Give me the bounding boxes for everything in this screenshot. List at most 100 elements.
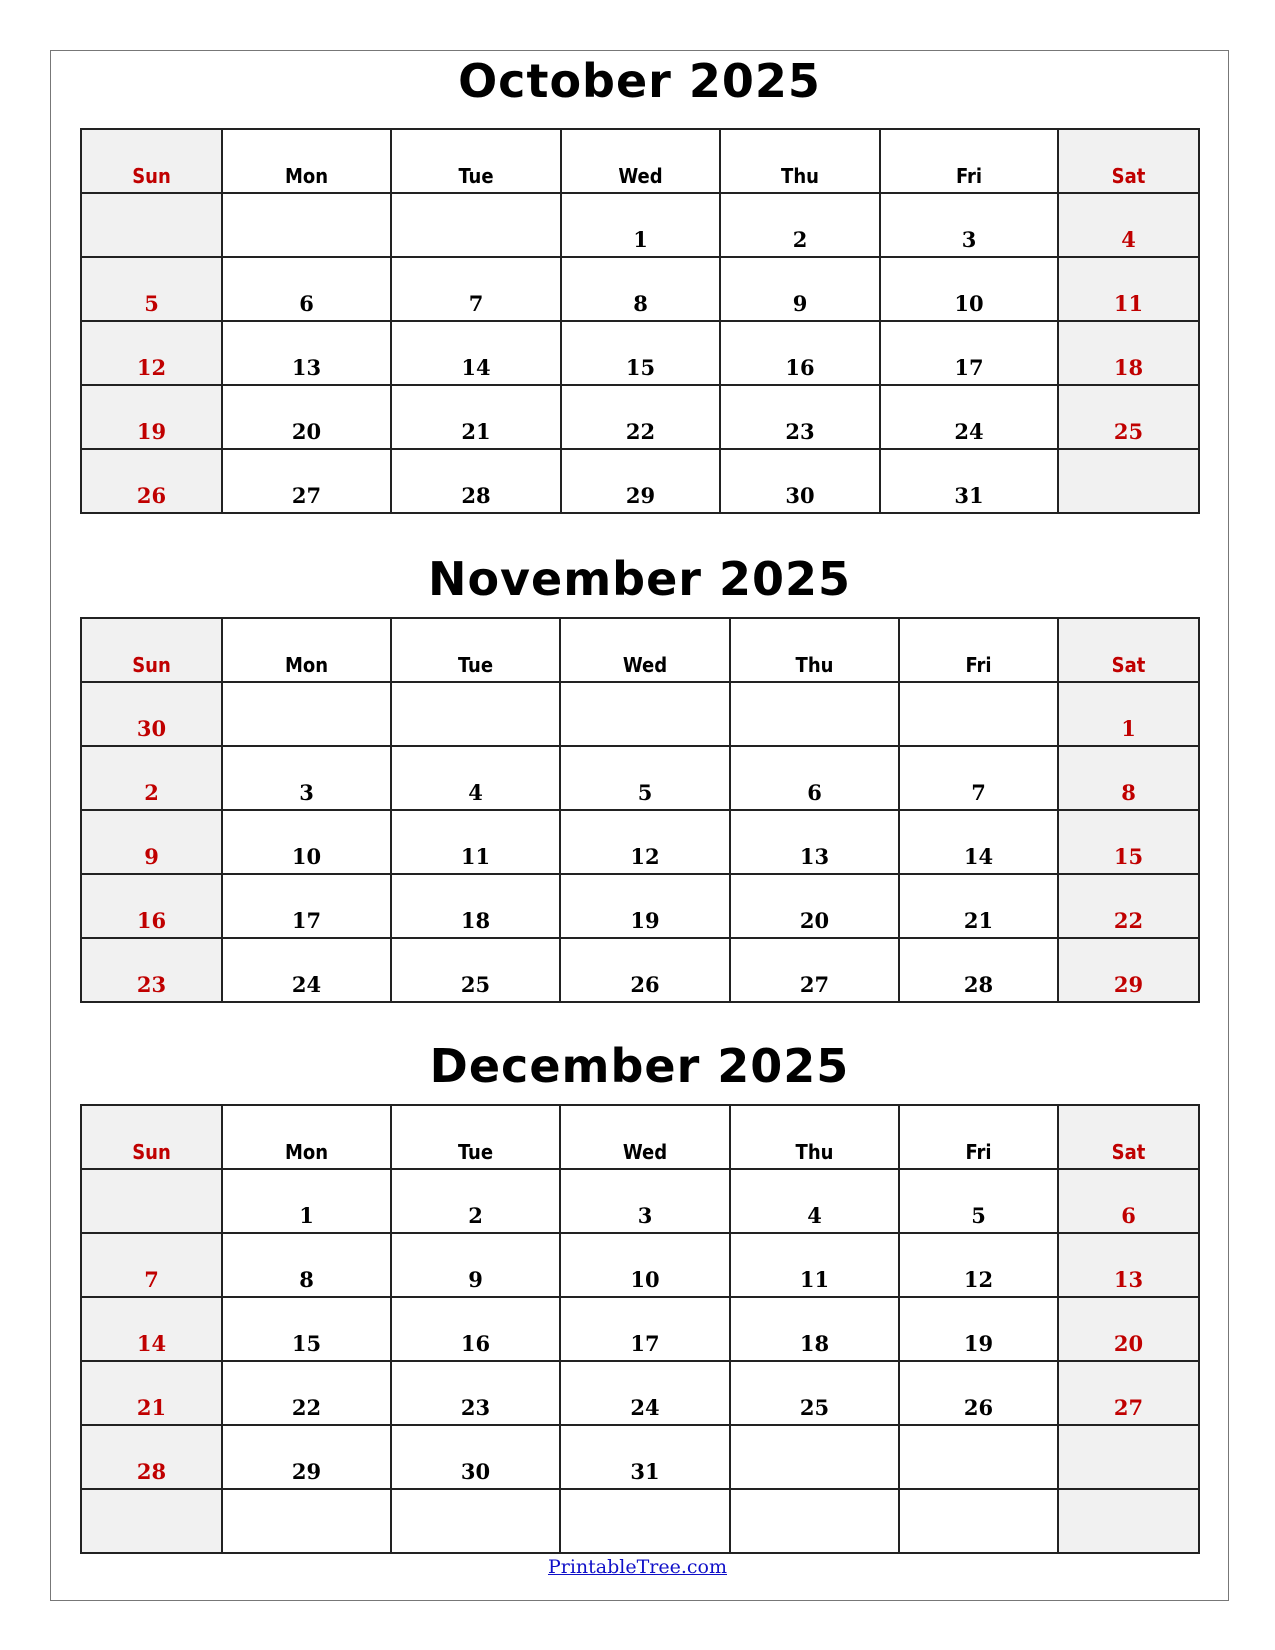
day-cell: 6 xyxy=(1057,1168,1200,1234)
weekday-thu: Thu xyxy=(729,1104,900,1170)
week-row: 19 20 21 22 23 24 25 xyxy=(80,384,1200,450)
day-cell xyxy=(80,192,223,258)
weekday-tue: Tue xyxy=(390,617,561,683)
day-cell: 18 xyxy=(1057,320,1200,386)
day-cell xyxy=(390,192,562,258)
day-cell: 17 xyxy=(559,1296,731,1362)
weekday-fri: Fri xyxy=(898,617,1059,683)
weekday-sun: Sun xyxy=(80,617,223,683)
day-cell: 13 xyxy=(1057,1232,1200,1298)
day-cell: 1 xyxy=(221,1168,392,1234)
day-cell xyxy=(729,1424,900,1490)
day-cell: 9 xyxy=(719,256,881,322)
day-cell: 27 xyxy=(1057,1360,1200,1426)
day-cell xyxy=(221,192,392,258)
day-cell: 21 xyxy=(898,873,1059,939)
day-cell: 13 xyxy=(221,320,392,386)
day-cell xyxy=(898,1424,1059,1490)
calendar-grid: Sun Mon Tue Wed Thu Fri Sat 30 1 2 3 4 5 6 7 8 9 10 11 12 13… xyxy=(80,617,1200,1003)
week-row: 12 13 14 15 16 17 18 xyxy=(80,320,1200,386)
weekday-sun: Sun xyxy=(80,128,223,194)
day-cell: 22 xyxy=(1057,873,1200,939)
day-cell: 3 xyxy=(559,1168,731,1234)
day-cell: 1 xyxy=(1057,681,1200,747)
day-cell: 23 xyxy=(719,384,881,450)
printabletree-link[interactable]: PrintableTree.com xyxy=(547,1556,727,1578)
day-cell: 15 xyxy=(560,320,721,386)
day-cell: 16 xyxy=(390,1296,561,1362)
day-cell: 11 xyxy=(390,809,561,875)
day-cell: 24 xyxy=(221,937,392,1003)
month-title: October 2025 xyxy=(458,54,821,108)
day-cell: 30 xyxy=(719,448,881,514)
day-cell: 6 xyxy=(221,256,392,322)
day-cell: 31 xyxy=(879,448,1059,514)
calendar-grid: Sun Mon Tue Wed Thu Fri Sat 1 2 3 4 5 6 7 8 9 10 11 12 13 14… xyxy=(80,128,1200,514)
day-cell: 27 xyxy=(729,937,900,1003)
day-cell xyxy=(390,1488,561,1554)
day-cell xyxy=(559,681,731,747)
weekday-tue: Tue xyxy=(390,1104,561,1170)
day-cell: 14 xyxy=(80,1296,223,1362)
day-cell: 20 xyxy=(1057,1296,1200,1362)
week-row: 5 6 7 8 9 10 11 xyxy=(80,256,1200,322)
weekday-fri: Fri xyxy=(898,1104,1059,1170)
day-cell: 11 xyxy=(729,1232,900,1298)
day-cell: 8 xyxy=(221,1232,392,1298)
day-cell: 2 xyxy=(390,1168,561,1234)
day-cell xyxy=(898,1488,1059,1554)
day-cell: 25 xyxy=(729,1360,900,1426)
day-cell: 14 xyxy=(390,320,562,386)
week-row: 7 8 9 10 11 12 13 xyxy=(80,1232,1200,1298)
day-cell: 17 xyxy=(221,873,392,939)
page-border xyxy=(50,50,1229,1601)
day-cell xyxy=(1057,1488,1200,1554)
day-cell: 26 xyxy=(898,1360,1059,1426)
day-cell: 9 xyxy=(80,809,223,875)
weekday-thu: Thu xyxy=(719,128,881,194)
day-cell: 18 xyxy=(729,1296,900,1362)
day-cell: 14 xyxy=(898,809,1059,875)
day-cell xyxy=(221,681,392,747)
day-cell: 10 xyxy=(879,256,1059,322)
weekday-mon: Mon xyxy=(221,1104,392,1170)
day-cell xyxy=(898,681,1059,747)
week-row: 26 27 28 29 30 31 xyxy=(80,448,1200,514)
month-title: November 2025 xyxy=(427,552,852,606)
weekday-sat: Sat xyxy=(1057,617,1200,683)
calendar-grid: Sun Mon Tue Wed Thu Fri Sat 1 2 3 4 5 6 7 8 9 10 11 12 13 14… xyxy=(80,1104,1200,1554)
weekday-fri: Fri xyxy=(879,128,1059,194)
week-row: 28 29 30 31 xyxy=(80,1424,1200,1490)
day-cell: 15 xyxy=(1057,809,1200,875)
week-row: 14 15 16 17 18 19 20 xyxy=(80,1296,1200,1362)
weekday-sat: Sat xyxy=(1057,1104,1200,1170)
day-cell: 8 xyxy=(1057,745,1200,811)
day-cell: 18 xyxy=(390,873,561,939)
week-row: 16 17 18 19 20 21 22 xyxy=(80,873,1200,939)
day-cell xyxy=(221,1488,392,1554)
week-row: 9 10 11 12 13 14 15 xyxy=(80,809,1200,875)
weekday-wed: Wed xyxy=(559,617,731,683)
week-row: 21 22 23 24 25 26 27 xyxy=(80,1360,1200,1426)
day-cell: 12 xyxy=(80,320,223,386)
weekday-header-row: Sun Mon Tue Wed Thu Fri Sat xyxy=(80,1104,1200,1170)
day-cell: 25 xyxy=(1057,384,1200,450)
day-cell xyxy=(1057,1424,1200,1490)
day-cell: 11 xyxy=(1057,256,1200,322)
weekday-header-row: Sun Mon Tue Wed Thu Fri Sat xyxy=(80,617,1200,683)
day-cell: 9 xyxy=(390,1232,561,1298)
day-cell: 7 xyxy=(390,256,562,322)
day-cell: 7 xyxy=(80,1232,223,1298)
weekday-sun: Sun xyxy=(80,1104,223,1170)
day-cell: 10 xyxy=(221,809,392,875)
day-cell: 7 xyxy=(898,745,1059,811)
day-cell: 20 xyxy=(221,384,392,450)
weekday-wed: Wed xyxy=(559,1104,731,1170)
day-cell xyxy=(559,1488,731,1554)
day-cell: 19 xyxy=(898,1296,1059,1362)
day-cell: 30 xyxy=(80,681,223,747)
day-cell: 12 xyxy=(898,1232,1059,1298)
day-cell: 24 xyxy=(559,1360,731,1426)
